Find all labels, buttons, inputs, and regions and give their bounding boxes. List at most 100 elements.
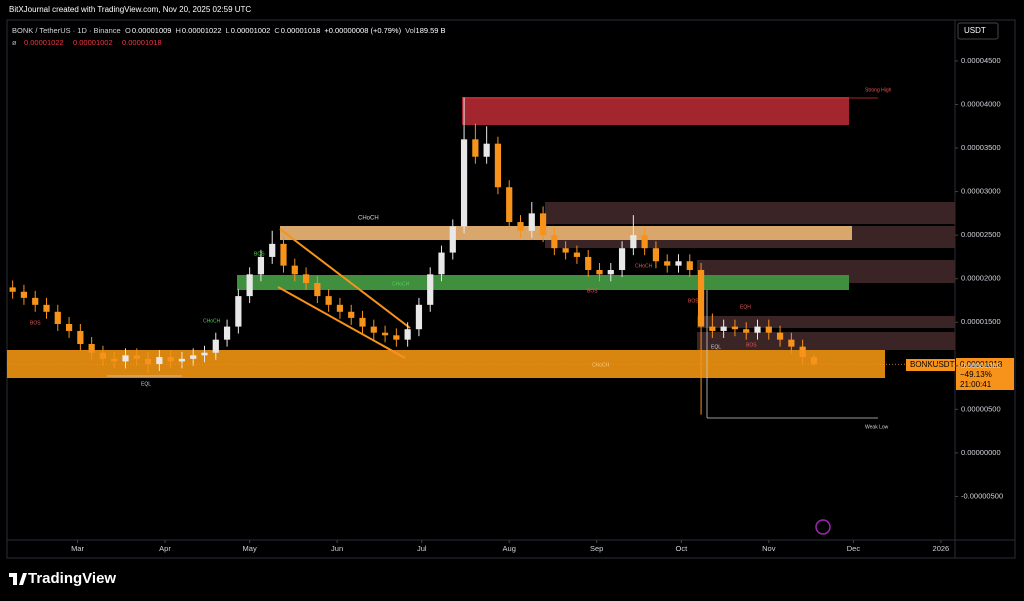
candle-body: [686, 261, 693, 270]
candle-body: [212, 339, 219, 353]
candle-body: [720, 326, 727, 331]
candle-body: [585, 256, 592, 270]
annotation: CHoCH: [358, 216, 379, 222]
icon[interactable]: [815, 519, 831, 535]
candle-body: [223, 326, 231, 340]
y-tick-label: 0.00003500: [961, 143, 1001, 152]
annotation: CHoCH: [635, 263, 653, 269]
candle-body: [156, 357, 163, 365]
candle-body: [776, 332, 784, 340]
y-tick-label: 0.00000500: [961, 404, 1001, 413]
x-tick-label: Jun: [331, 544, 343, 553]
candle-body: [709, 326, 716, 331]
candle-body: [325, 296, 332, 305]
candle-body: [99, 352, 107, 359]
candle-body: [257, 256, 265, 275]
candle-body: [133, 355, 140, 359]
annotation: CHoCH: [592, 362, 610, 368]
annotation: Strong High: [865, 87, 892, 93]
x-tick-label: Sep: [590, 544, 603, 553]
ohlc-value: 0.00001018: [281, 26, 321, 35]
price-tag: 0.00001018: [960, 360, 1003, 369]
symbol-tag-bg: [906, 359, 955, 371]
candle-body: [641, 235, 648, 249]
candle-body: [201, 352, 208, 356]
indicator-value: 0.00001002: [73, 38, 113, 47]
candle-body: [393, 335, 400, 340]
ohlc-label: L: [226, 26, 230, 35]
logo-mark: [9, 573, 27, 585]
y-tick-label: 0.00000000: [961, 448, 1001, 457]
candle-body: [291, 265, 298, 275]
indicator-value: 0.00001018: [122, 38, 162, 47]
candle-body: [359, 317, 366, 327]
x-tick-label: Mar: [71, 544, 84, 553]
currency: USDT: [964, 26, 986, 35]
annotation: EQH: [740, 304, 751, 310]
candle-body: [697, 269, 705, 327]
candle-body: [235, 296, 242, 327]
ohlc-label: O: [125, 26, 131, 35]
candle-body: [167, 357, 174, 362]
zone: [7, 350, 885, 378]
candle-body: [427, 274, 434, 305]
author-line: BitXJournal created with TradingView.com…: [9, 5, 251, 14]
x-tick-label: May: [243, 544, 257, 553]
candle-body: [381, 332, 389, 336]
candle-body: [144, 358, 152, 365]
y-tick-label: 0.00001500: [961, 317, 1001, 326]
candle-body: [788, 339, 795, 347]
y-tick-label: -0.00000500: [961, 491, 1003, 500]
candle-body: [54, 311, 61, 324]
candle-body: [596, 269, 603, 275]
annotation: EQL: [141, 381, 151, 387]
annotation: EQL: [711, 344, 721, 350]
candle-body: [731, 326, 739, 330]
zone: [697, 332, 955, 350]
candle-body: [506, 187, 513, 223]
candle-body: [810, 357, 818, 365]
candle-body: [460, 139, 468, 227]
candle-body: [111, 358, 118, 362]
price-tag-bg: [956, 358, 1014, 390]
candle-body: [754, 326, 761, 333]
candle-body: [404, 329, 411, 340]
volume-label: Vol: [405, 26, 416, 35]
candle-body: [246, 274, 253, 297]
candle-body: [618, 248, 626, 270]
candle-body: [607, 269, 614, 275]
ohlc-value: 0.00001002: [231, 26, 271, 35]
candle-body: [438, 252, 445, 275]
ohlc-value: 0.00001009: [132, 26, 172, 35]
symbol: BONK / TetherUS · 1D · Binance: [12, 26, 121, 35]
x-tick-label: Jul: [417, 544, 427, 553]
y-tick-label: 0.00004000: [961, 99, 1001, 108]
candle-body: [630, 235, 637, 249]
annotation: BOS: [30, 320, 41, 326]
candle-body: [280, 243, 287, 266]
candle-body: [517, 222, 524, 231]
change-tag: −49.13%: [960, 370, 992, 379]
zone: [237, 275, 849, 290]
countdown: 21:00:41: [960, 380, 992, 389]
x-tick-label: Oct: [675, 544, 688, 553]
currency-box[interactable]: [957, 22, 999, 40]
symbol-tag: BONKUSDT: [910, 360, 955, 369]
candle-body: [32, 297, 39, 305]
y-tick-label: 0.00004500: [961, 56, 1001, 65]
candle-body: [122, 355, 129, 362]
wedge-line: [279, 228, 411, 329]
candle-body: [370, 326, 377, 333]
frame: [6, 19, 1016, 559]
annotation: Weak Low: [865, 424, 889, 430]
y-tick-label: 0.00001000: [961, 361, 1001, 370]
zone: [697, 316, 955, 328]
candle-body: [302, 274, 310, 284]
candle-body: [472, 139, 479, 157]
zone: [462, 97, 849, 125]
candle-body: [190, 355, 197, 359]
indicator-value: 0.00001022: [24, 38, 64, 47]
candle-body: [483, 143, 490, 157]
candle-body: [551, 235, 558, 249]
